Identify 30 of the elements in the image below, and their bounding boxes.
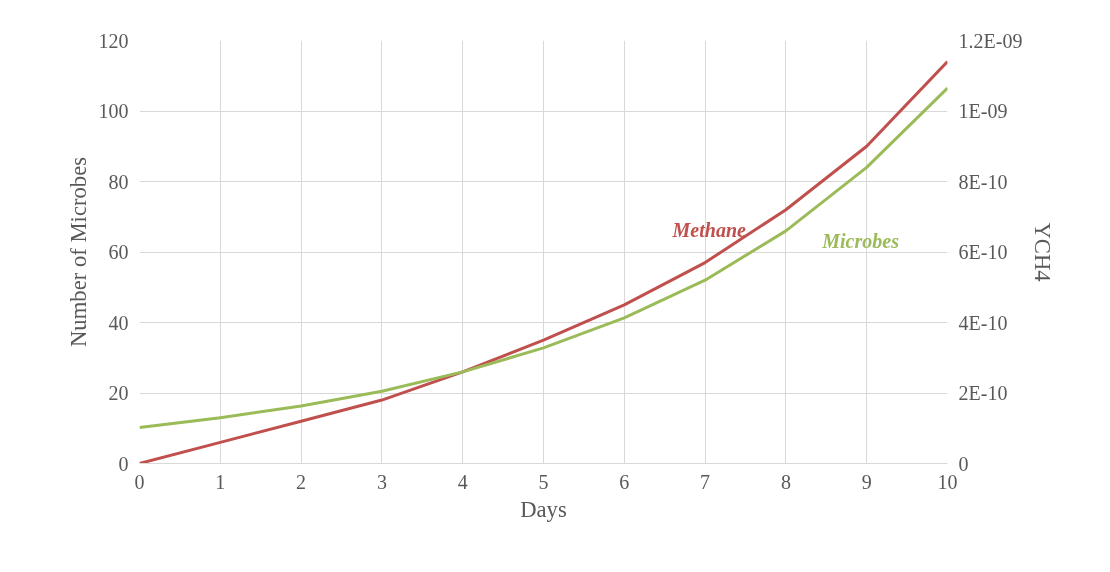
y-tick-label: 100 bbox=[98, 100, 129, 122]
y-tick-label: 80 bbox=[108, 170, 129, 193]
x-tick-label: 1 bbox=[215, 470, 226, 493]
x-tick-label: 0 bbox=[134, 470, 145, 493]
x-tick-label: 5 bbox=[538, 470, 549, 493]
series-label: Methane bbox=[671, 218, 747, 241]
x-tick-label: 9 bbox=[861, 470, 872, 493]
series-label: Microbes bbox=[821, 229, 900, 252]
x-tick-label: 2 bbox=[296, 470, 307, 493]
x-tick-label: 7 bbox=[700, 470, 711, 493]
y2-tick-label: 0 bbox=[958, 452, 969, 475]
y2-tick-label: 4E-10 bbox=[958, 311, 1008, 334]
y2-tick-label: 1.2E-09 bbox=[958, 29, 1023, 52]
y-tick-label: 20 bbox=[108, 382, 129, 404]
x-tick-label: 10 bbox=[937, 470, 958, 493]
x-tick-label: 3 bbox=[376, 470, 387, 493]
y-tick-label: 120 bbox=[98, 29, 129, 52]
x-tick-label: 8 bbox=[780, 470, 791, 493]
y2-tick-label: 8E-10 bbox=[958, 170, 1008, 193]
x-axis-title: Days bbox=[520, 496, 567, 522]
y-tick-label: 60 bbox=[108, 241, 129, 263]
y-tick-label: 0 bbox=[118, 452, 129, 475]
x-tick-label: 6 bbox=[619, 470, 630, 493]
y-tick-label: 40 bbox=[108, 311, 129, 334]
y2-tick-label: 6E-10 bbox=[958, 241, 1008, 263]
y2-tick-label: 2E-10 bbox=[958, 382, 1008, 404]
y2-axis-title: YCH4 bbox=[1030, 222, 1056, 282]
y2-tick-label: 1E-09 bbox=[958, 100, 1008, 122]
x-tick-label: 4 bbox=[457, 470, 468, 493]
y-axis-title: Number of Microbes bbox=[65, 156, 91, 348]
